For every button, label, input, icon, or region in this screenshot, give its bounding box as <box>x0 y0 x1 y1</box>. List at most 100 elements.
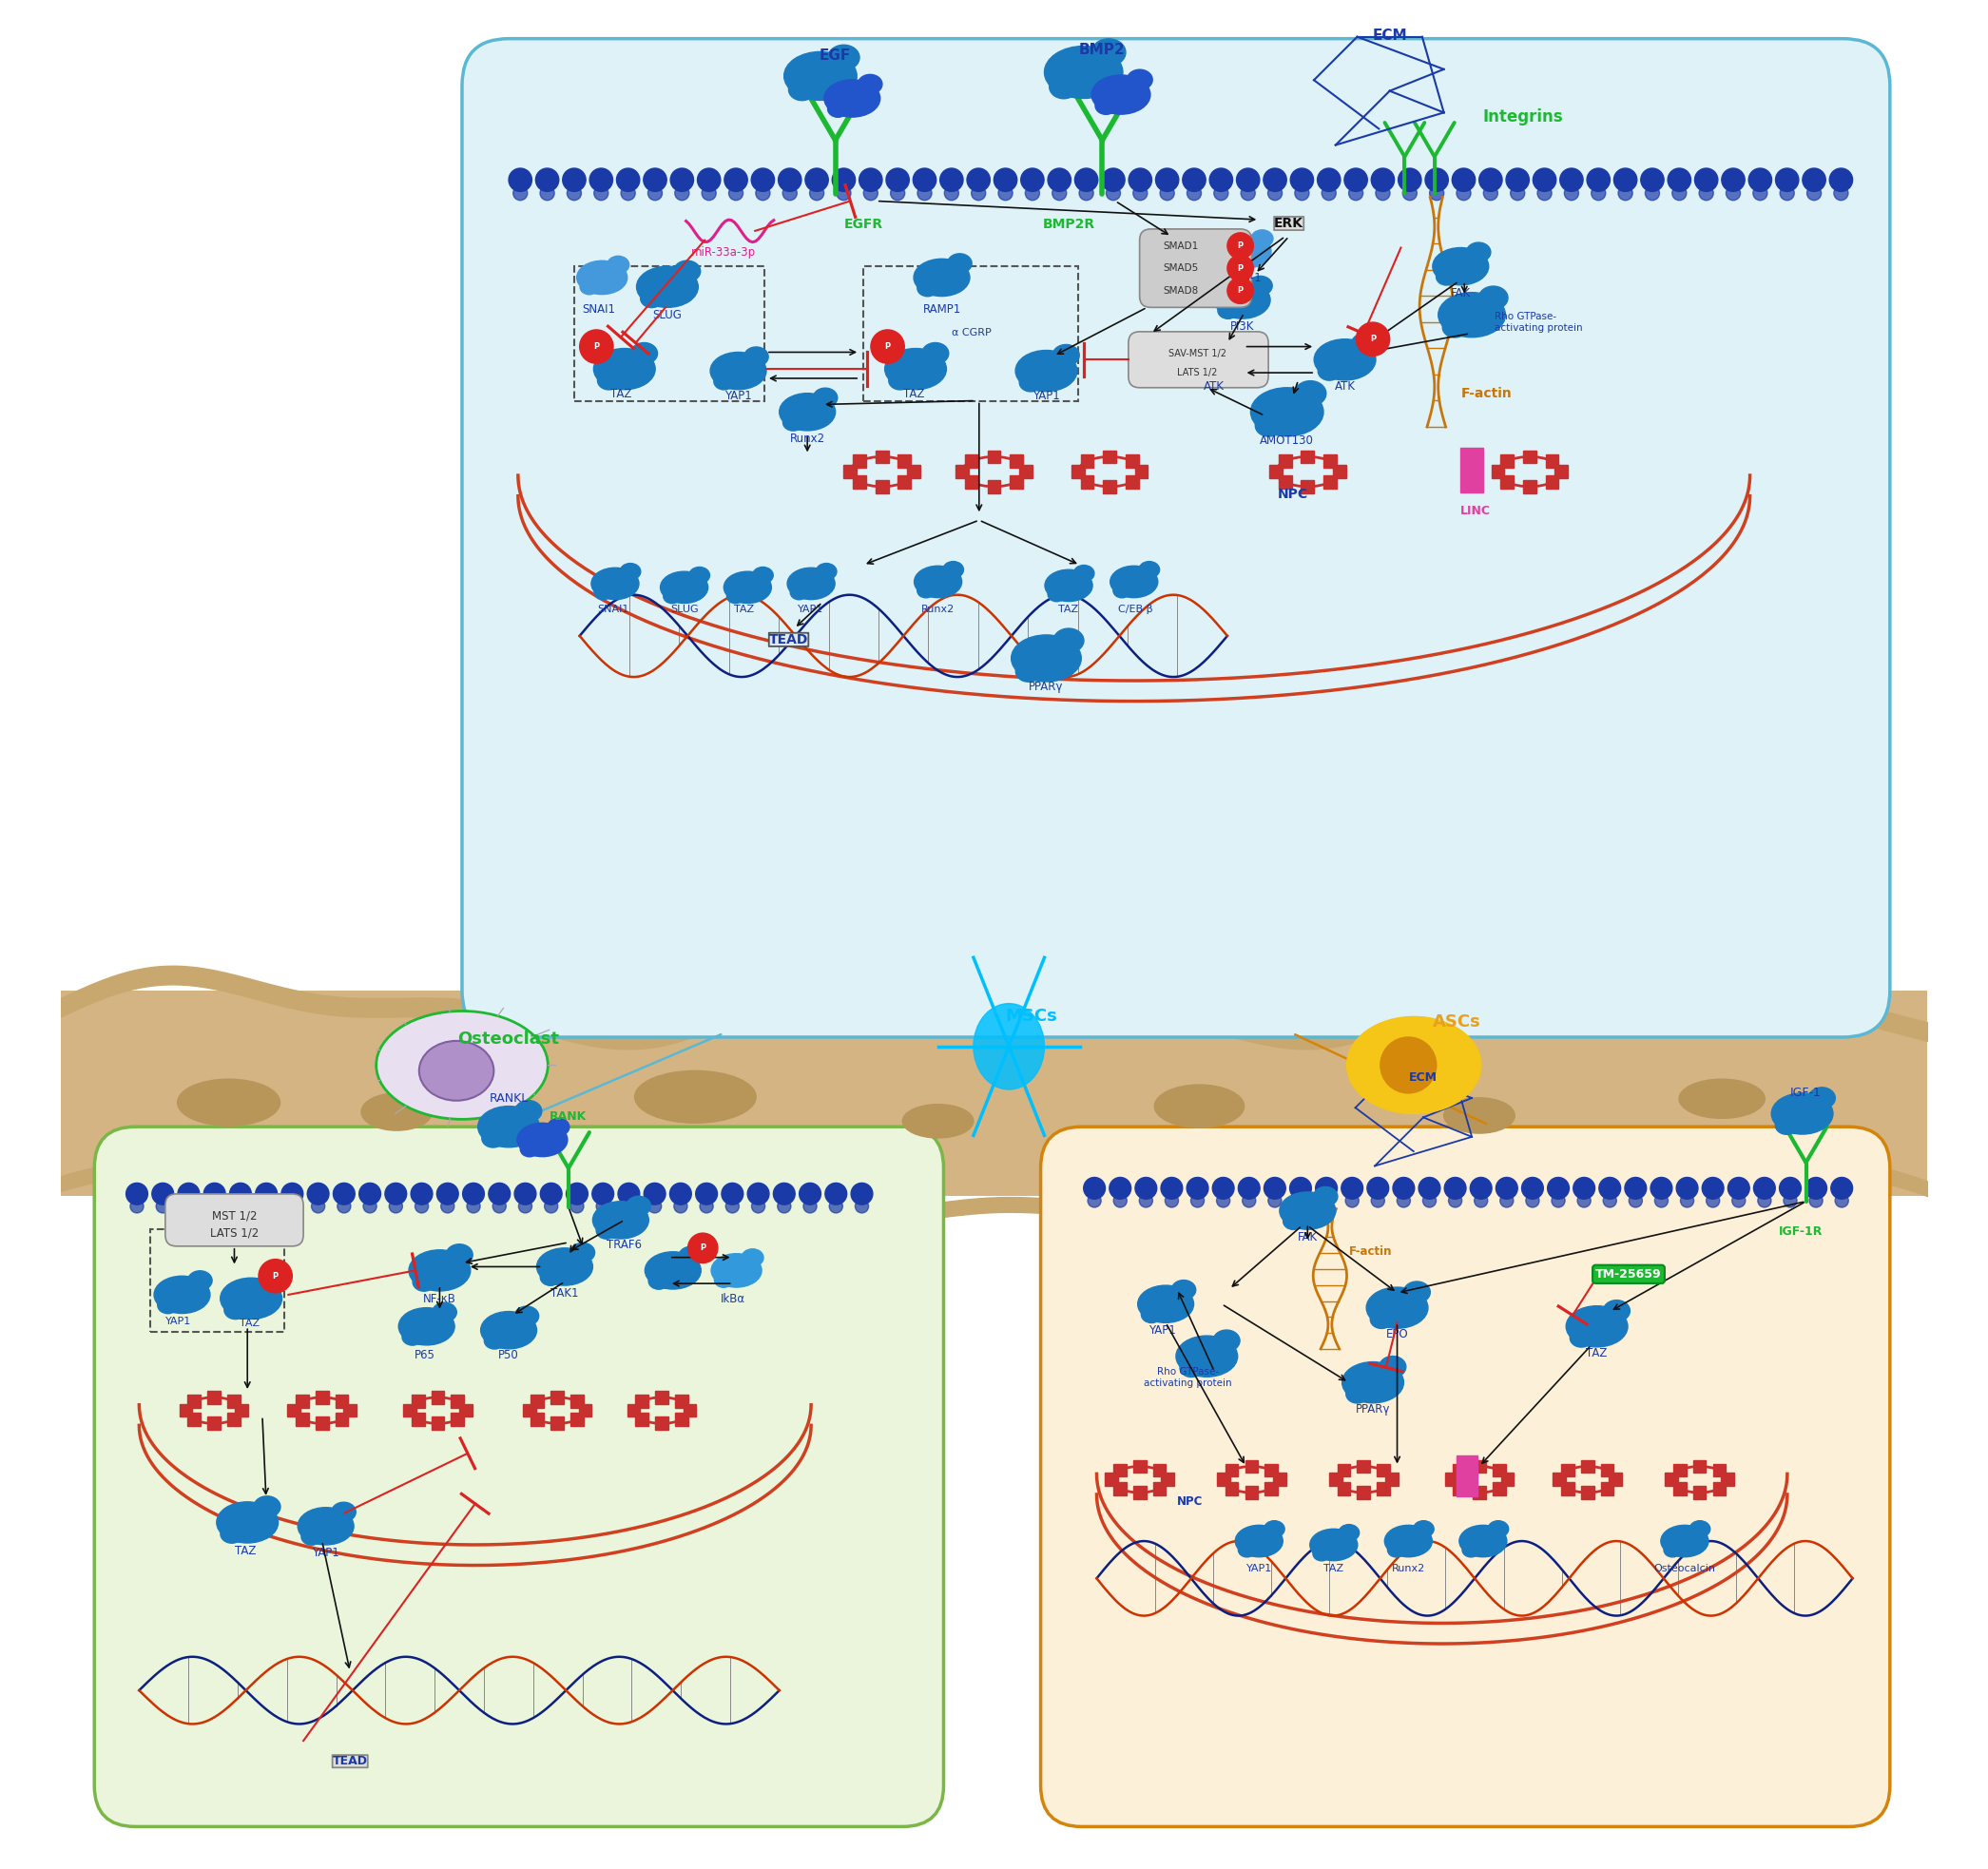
Ellipse shape <box>332 1503 356 1521</box>
Bar <box>676 1413 688 1426</box>
Text: Rho GTPase-
activating protein: Rho GTPase- activating protein <box>1143 1368 1233 1389</box>
Text: SMAD8: SMAD8 <box>1163 286 1199 295</box>
Circle shape <box>1227 256 1254 280</box>
Circle shape <box>1133 187 1147 200</box>
Text: SNAI1: SNAI1 <box>582 303 614 316</box>
Ellipse shape <box>1235 1525 1282 1557</box>
Circle shape <box>724 168 747 191</box>
Bar <box>899 477 911 488</box>
Ellipse shape <box>1443 318 1467 338</box>
Circle shape <box>1511 187 1525 200</box>
Ellipse shape <box>859 75 883 93</box>
Ellipse shape <box>712 1254 761 1288</box>
Circle shape <box>177 1183 199 1206</box>
Text: BMP2: BMP2 <box>1079 43 1125 58</box>
Circle shape <box>1598 1177 1620 1200</box>
FancyBboxPatch shape <box>461 39 1891 1037</box>
Circle shape <box>994 168 1018 191</box>
Circle shape <box>1445 1177 1465 1200</box>
Circle shape <box>1241 187 1254 200</box>
Ellipse shape <box>1264 1521 1284 1538</box>
Bar <box>1125 477 1139 488</box>
Ellipse shape <box>1048 587 1066 602</box>
Circle shape <box>1372 1194 1384 1207</box>
Ellipse shape <box>1016 662 1042 682</box>
Text: RAMP1: RAMP1 <box>922 303 960 316</box>
Bar <box>1135 465 1147 478</box>
Ellipse shape <box>813 389 837 407</box>
Ellipse shape <box>1219 303 1239 320</box>
Text: SMAD1: SMAD1 <box>1163 241 1199 250</box>
Ellipse shape <box>1052 344 1079 366</box>
Ellipse shape <box>644 1252 702 1290</box>
Circle shape <box>1227 277 1254 303</box>
Circle shape <box>1105 187 1121 200</box>
Circle shape <box>1628 1194 1642 1207</box>
Circle shape <box>1702 1177 1724 1200</box>
Bar <box>1338 1463 1350 1477</box>
Bar <box>899 454 911 467</box>
Bar <box>551 1391 565 1404</box>
Ellipse shape <box>1809 1088 1835 1108</box>
Circle shape <box>412 1183 433 1206</box>
Ellipse shape <box>577 262 628 293</box>
Circle shape <box>1237 168 1260 191</box>
Circle shape <box>1139 1194 1153 1207</box>
Bar <box>1386 1473 1398 1486</box>
Bar <box>1081 477 1093 488</box>
Bar <box>863 267 1077 400</box>
Bar <box>227 1394 241 1407</box>
Circle shape <box>1757 1194 1771 1207</box>
Text: SMAD5: SMAD5 <box>1163 264 1199 273</box>
Bar <box>531 1413 545 1426</box>
Circle shape <box>567 1183 588 1206</box>
Circle shape <box>1217 1194 1231 1207</box>
Bar <box>431 1417 443 1430</box>
Bar <box>1010 454 1024 467</box>
Ellipse shape <box>1193 363 1215 379</box>
Circle shape <box>1052 187 1066 200</box>
Ellipse shape <box>914 260 970 295</box>
Circle shape <box>1187 187 1201 200</box>
Bar <box>412 1394 425 1407</box>
Circle shape <box>1668 168 1692 191</box>
Bar <box>1553 1473 1567 1486</box>
Bar <box>1666 1473 1678 1486</box>
Circle shape <box>1101 168 1125 191</box>
Bar <box>1493 1482 1505 1495</box>
Bar <box>571 1394 584 1407</box>
Ellipse shape <box>1254 415 1282 437</box>
Text: TAZ: TAZ <box>235 1546 256 1557</box>
Ellipse shape <box>254 1495 280 1518</box>
Text: FAK: FAK <box>1298 1232 1318 1243</box>
Circle shape <box>1394 1177 1415 1200</box>
Circle shape <box>688 1234 718 1263</box>
Bar <box>1378 1482 1390 1495</box>
Circle shape <box>1807 187 1821 200</box>
Circle shape <box>1165 1194 1179 1207</box>
Ellipse shape <box>376 1011 549 1120</box>
Ellipse shape <box>791 585 807 600</box>
Bar <box>1072 465 1085 478</box>
Circle shape <box>541 187 555 200</box>
Circle shape <box>777 1200 791 1213</box>
Circle shape <box>1573 1177 1594 1200</box>
Bar <box>636 1413 648 1426</box>
Circle shape <box>231 1183 250 1206</box>
Text: TAZ: TAZ <box>1586 1348 1608 1359</box>
Ellipse shape <box>724 572 771 604</box>
Ellipse shape <box>1435 269 1457 286</box>
Circle shape <box>235 1200 247 1213</box>
Ellipse shape <box>1095 97 1117 114</box>
Bar <box>551 1417 565 1430</box>
Text: Osteoclast: Osteoclast <box>457 1030 559 1047</box>
Circle shape <box>1155 168 1179 191</box>
Ellipse shape <box>640 290 664 308</box>
Ellipse shape <box>477 1106 539 1148</box>
Ellipse shape <box>1250 230 1272 247</box>
Circle shape <box>1602 1194 1616 1207</box>
Circle shape <box>622 1200 636 1213</box>
Ellipse shape <box>827 101 849 118</box>
Ellipse shape <box>710 351 765 389</box>
Text: TAZ: TAZ <box>734 604 753 613</box>
